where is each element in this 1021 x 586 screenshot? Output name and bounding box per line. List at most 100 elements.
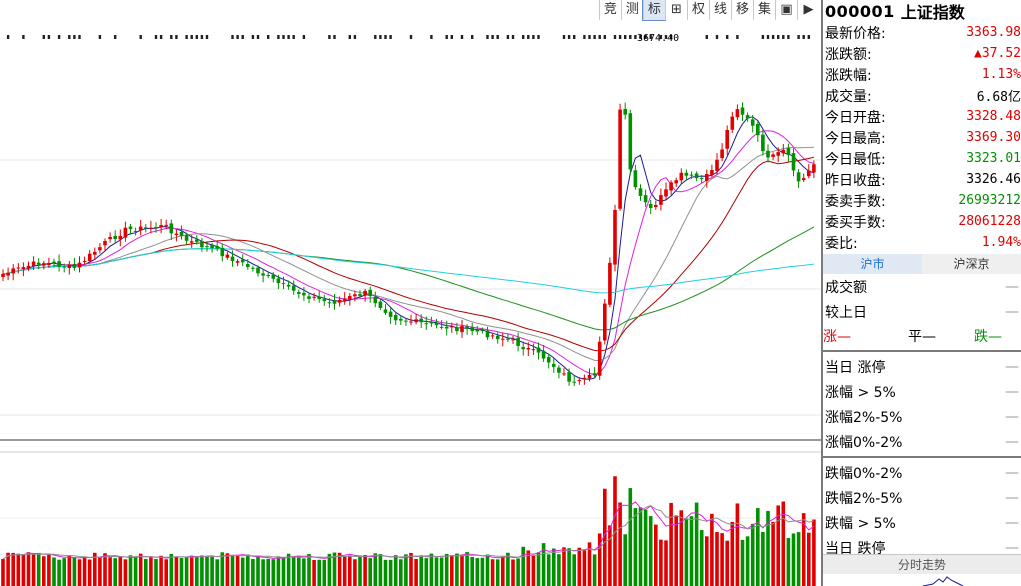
quote-label: 委买手数: bbox=[825, 214, 886, 231]
volume-bar bbox=[521, 546, 525, 586]
volume-bar bbox=[67, 555, 72, 586]
volume-bar bbox=[128, 555, 133, 586]
marker-glyph bbox=[348, 35, 351, 39]
volume-bar bbox=[154, 559, 158, 586]
candle-body bbox=[230, 256, 235, 262]
marker-glyph bbox=[78, 35, 81, 39]
marker-glyph bbox=[649, 35, 652, 39]
volume-bar bbox=[557, 554, 561, 586]
volume-bar bbox=[368, 558, 372, 586]
toolbar-button-5[interactable]: 线 bbox=[708, 0, 731, 20]
marker-glyph bbox=[267, 35, 270, 39]
volume-bar bbox=[546, 554, 551, 586]
toolbar-button-2[interactable]: 标 bbox=[641, 0, 666, 21]
volume-bar bbox=[108, 557, 112, 586]
distribution-label: 涨幅2%-5% bbox=[825, 409, 903, 426]
quote-value: ▲37.52 bbox=[974, 46, 1021, 61]
volume-bar bbox=[98, 556, 102, 586]
volume-bar bbox=[526, 550, 531, 586]
candle-body bbox=[373, 296, 378, 304]
marker-glyph bbox=[618, 35, 622, 39]
volume-bar bbox=[276, 556, 281, 586]
candle-body bbox=[536, 347, 541, 353]
marker-glyph bbox=[629, 35, 632, 39]
candle-body bbox=[302, 292, 306, 296]
volume-bar bbox=[735, 503, 740, 586]
volume-bar bbox=[195, 556, 199, 586]
marker-glyph bbox=[613, 35, 617, 39]
quote-row: 成交量: 6.68亿 bbox=[823, 85, 1021, 106]
candle-body bbox=[52, 261, 56, 264]
intraday-chart-button[interactable]: 分时走势 bbox=[823, 554, 1021, 574]
toolbar-button-1[interactable]: 测 bbox=[620, 0, 643, 20]
marker-glyph bbox=[430, 35, 433, 39]
volume-bar bbox=[710, 513, 714, 586]
candle-body bbox=[623, 108, 627, 115]
kline-chart-area[interactable]: 3674.40 竞测标 ⊞ 权线移集 ▣ ▶ bbox=[0, 0, 821, 586]
marker-glyph bbox=[460, 35, 464, 39]
volume-bar bbox=[516, 558, 520, 586]
volume-bar bbox=[138, 553, 143, 586]
volume-bar bbox=[266, 558, 270, 586]
volume-ma5-line bbox=[2, 501, 815, 560]
marker-glyph bbox=[573, 35, 576, 39]
candle-body bbox=[276, 278, 281, 284]
marker-glyph bbox=[777, 35, 780, 39]
marker-glyph bbox=[205, 35, 209, 39]
volume-bar bbox=[424, 558, 429, 586]
candle-body bbox=[745, 115, 750, 119]
candle-body bbox=[439, 326, 444, 328]
volume-bar bbox=[659, 539, 663, 586]
volume-bar bbox=[756, 508, 760, 586]
quote-label: 昨日收盘: bbox=[825, 172, 886, 189]
toolbar-button-8[interactable]: ▣ bbox=[775, 0, 797, 20]
tab-sh-market[interactable]: 沪市 bbox=[823, 254, 922, 274]
candle-body bbox=[118, 235, 123, 240]
toolbar-button-4[interactable]: 权 bbox=[686, 0, 709, 20]
candle-body bbox=[720, 149, 724, 159]
quote-label: 最新价格: bbox=[825, 25, 886, 42]
tab-sh-sz-bj-market[interactable]: 沪深京 bbox=[922, 254, 1021, 274]
candle-body bbox=[322, 299, 327, 302]
candle-body bbox=[363, 290, 367, 295]
toolbar-button-6[interactable]: 移 bbox=[730, 0, 753, 20]
toolbar-button-0[interactable]: 竞 bbox=[598, 0, 621, 20]
marker-glyph bbox=[302, 35, 306, 39]
rise-count: 涨— bbox=[823, 329, 851, 345]
volume-bar bbox=[133, 557, 138, 586]
marker-glyph bbox=[42, 35, 45, 39]
marker-glyph bbox=[527, 35, 530, 39]
candle-body bbox=[98, 247, 102, 251]
toolbar-button-7[interactable]: 集 bbox=[752, 0, 775, 20]
quote-row: 昨日收盘: 3326.46 bbox=[823, 169, 1021, 190]
volume-bar bbox=[781, 501, 786, 586]
toolbar-button-9[interactable]: ▶ bbox=[797, 0, 819, 20]
marker-glyph bbox=[782, 35, 785, 39]
volume-bar bbox=[235, 555, 240, 586]
up-distribution: 当日 涨停 — 涨幅 > 5% — 涨幅2%-5% — 涨幅0%-2% — bbox=[823, 354, 1021, 454]
divider bbox=[823, 350, 1021, 352]
candle-body bbox=[475, 329, 480, 332]
candle-body bbox=[501, 338, 505, 340]
marker-glyph bbox=[506, 35, 510, 39]
candle-body bbox=[638, 188, 643, 196]
volume-bar bbox=[205, 556, 209, 586]
marker-glyph bbox=[715, 35, 719, 39]
volume-bar bbox=[373, 553, 378, 586]
marker-glyph bbox=[471, 35, 474, 39]
kline-chart[interactable]: 3674.40 bbox=[0, 0, 821, 586]
volume-bar bbox=[699, 530, 704, 586]
candle-body bbox=[353, 294, 357, 297]
volume-bar bbox=[475, 558, 480, 586]
chart-toolbar: 竞测标 ⊞ 权线移集 ▣ ▶ bbox=[598, 0, 819, 21]
marker-glyph bbox=[374, 35, 377, 39]
volume-bar bbox=[623, 534, 627, 586]
volume-bar bbox=[480, 557, 485, 586]
candle-body bbox=[781, 149, 786, 154]
candle-body bbox=[409, 321, 413, 323]
volume-bar bbox=[531, 555, 536, 586]
marker-glyph bbox=[761, 35, 765, 39]
candle-body bbox=[648, 203, 653, 208]
quote-row: 委买手数: 28061228 bbox=[823, 211, 1021, 232]
toolbar-button-3[interactable]: ⊞ bbox=[664, 0, 687, 20]
